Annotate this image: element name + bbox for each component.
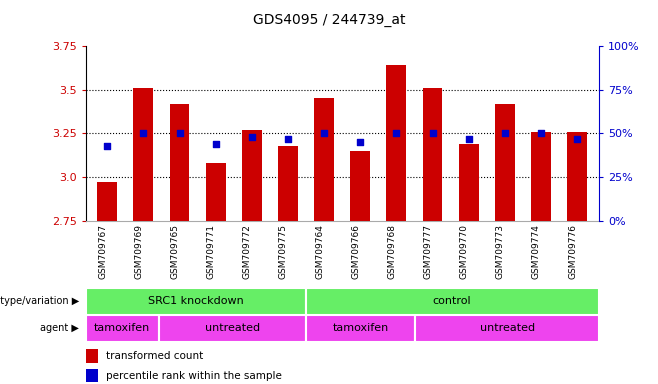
- Point: [391, 130, 401, 136]
- Point: [174, 130, 185, 136]
- Bar: [206, 163, 226, 221]
- Point: [211, 141, 221, 147]
- Bar: [386, 65, 407, 221]
- Bar: [422, 88, 442, 221]
- Bar: [531, 132, 551, 221]
- Bar: [415, 315, 599, 342]
- Text: GSM709776: GSM709776: [568, 224, 577, 279]
- Point: [319, 130, 330, 136]
- Bar: [86, 349, 99, 363]
- Point: [138, 130, 149, 136]
- Bar: [314, 98, 334, 221]
- Bar: [278, 146, 298, 221]
- Text: untreated: untreated: [205, 323, 260, 333]
- Bar: [567, 132, 587, 221]
- Bar: [86, 288, 305, 315]
- Point: [102, 142, 113, 149]
- Text: GSM709767: GSM709767: [98, 224, 107, 279]
- Text: GSM709764: GSM709764: [315, 224, 324, 279]
- Bar: [495, 104, 515, 221]
- Text: agent ▶: agent ▶: [40, 323, 79, 333]
- Bar: [305, 288, 599, 315]
- Text: GSM709773: GSM709773: [496, 224, 505, 279]
- Text: GSM709777: GSM709777: [424, 224, 432, 279]
- Text: GSM709765: GSM709765: [170, 224, 180, 279]
- Text: untreated: untreated: [480, 323, 535, 333]
- Bar: [134, 88, 153, 221]
- Text: GSM709774: GSM709774: [532, 224, 541, 279]
- Point: [283, 136, 293, 142]
- Text: GSM709768: GSM709768: [388, 224, 396, 279]
- Point: [499, 130, 510, 136]
- Text: tamoxifen: tamoxifen: [94, 323, 150, 333]
- Bar: [170, 104, 190, 221]
- Text: tamoxifen: tamoxifen: [332, 323, 389, 333]
- Bar: [86, 315, 159, 342]
- Point: [463, 136, 474, 142]
- Text: GSM709766: GSM709766: [351, 224, 360, 279]
- Bar: [459, 144, 478, 221]
- Text: GDS4095 / 244739_at: GDS4095 / 244739_at: [253, 13, 405, 27]
- Bar: [86, 369, 99, 382]
- Text: GSM709770: GSM709770: [460, 224, 468, 279]
- Text: GSM709775: GSM709775: [279, 224, 288, 279]
- Text: GSM709772: GSM709772: [243, 224, 252, 279]
- Text: GSM709769: GSM709769: [134, 224, 143, 279]
- Text: control: control: [433, 296, 471, 306]
- Text: SRC1 knockdown: SRC1 knockdown: [147, 296, 243, 306]
- Point: [247, 134, 257, 140]
- Text: transformed count: transformed count: [106, 351, 203, 361]
- Point: [427, 130, 438, 136]
- Bar: [97, 182, 117, 221]
- Bar: [350, 151, 370, 221]
- Text: percentile rank within the sample: percentile rank within the sample: [106, 371, 282, 381]
- Point: [572, 136, 582, 142]
- Bar: [159, 315, 305, 342]
- Text: genotype/variation ▶: genotype/variation ▶: [0, 296, 79, 306]
- Text: GSM709771: GSM709771: [207, 224, 216, 279]
- Point: [536, 130, 546, 136]
- Point: [355, 139, 365, 145]
- Bar: [242, 130, 262, 221]
- Bar: [305, 315, 415, 342]
